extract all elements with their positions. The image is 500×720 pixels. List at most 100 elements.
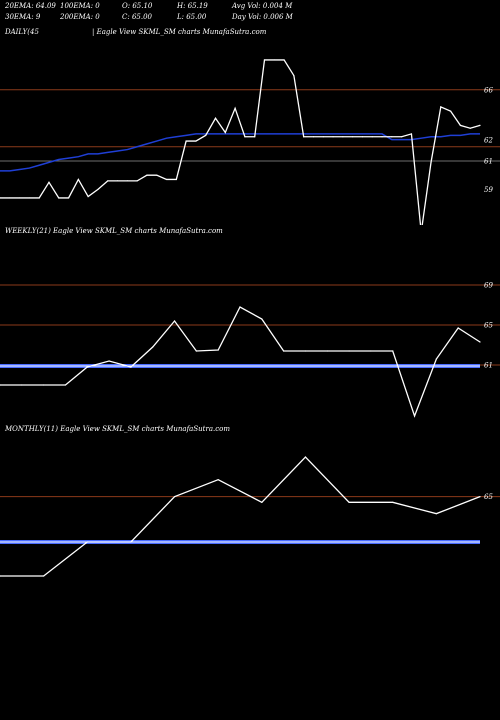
price-point: [116, 180, 119, 182]
price-point: [391, 136, 393, 138]
price-point: [86, 541, 88, 543]
price-point: [450, 110, 452, 112]
price-point: [136, 180, 138, 182]
price-point: [130, 541, 132, 543]
price-point: [370, 350, 372, 352]
y-tick-label: 62: [484, 137, 493, 145]
price-point: [67, 197, 70, 199]
price-point: [322, 136, 324, 138]
weekly-panel-label: WEEKLY(21) Eagle View SKML_SM charts Mun…: [5, 227, 223, 235]
price-series-line: [0, 456, 481, 577]
ema30-readout: 30EMA: 9: [5, 13, 41, 21]
price-point: [479, 496, 481, 498]
price-series-line: [0, 306, 481, 418]
price-point: [86, 366, 88, 368]
price-point: [173, 320, 176, 322]
price-point: [9, 197, 11, 199]
price-point: [214, 117, 217, 119]
daily-panel-label: DAILY(45: [5, 28, 39, 36]
price-point: [156, 174, 158, 176]
indicator-header: 20EMA: 64.09 100EMA: 0 O: 65.10 H: 65.19…: [0, 0, 500, 40]
avg-vol-readout: Avg Vol: 0.004 M: [232, 2, 293, 10]
price-point: [263, 59, 266, 61]
price-point: [283, 59, 285, 61]
price-point: [195, 140, 197, 142]
price-point: [348, 501, 350, 503]
price-point: [304, 350, 307, 352]
ema-series-line: [0, 133, 480, 172]
open-readout: O: 65.10: [122, 2, 153, 10]
ema100-readout: 100EMA: 0: [60, 2, 100, 10]
day-vol-readout: Day Vol: 0.006 M: [232, 13, 293, 21]
price-point: [326, 350, 328, 352]
price-point: [332, 136, 334, 138]
price-point: [381, 136, 383, 138]
price-point: [430, 161, 432, 163]
price-point: [224, 131, 226, 134]
price-point: [0, 575, 1, 577]
y-tick-label: 65: [484, 322, 493, 330]
ema200-readout: 200EMA: 0: [60, 13, 100, 21]
price-point: [479, 124, 481, 126]
price-point: [469, 127, 471, 129]
price-point: [43, 575, 45, 577]
price-point: [48, 181, 50, 183]
ema20-readout: 20EMA: 64.09: [5, 2, 56, 10]
price-point: [130, 366, 132, 368]
price-point: [303, 136, 305, 138]
price-series-line: [0, 59, 481, 225]
price-point: [410, 133, 413, 135]
price-point: [205, 134, 207, 136]
y-tick-label: 61: [484, 157, 493, 165]
price-point: [413, 415, 416, 417]
price-point: [440, 106, 442, 108]
price-point: [312, 136, 315, 138]
price-point: [152, 346, 154, 348]
price-point: [361, 136, 364, 138]
y-tick-label: 65: [484, 493, 493, 501]
price-point: [126, 180, 128, 182]
price-point: [195, 350, 197, 352]
price-point: [146, 174, 148, 176]
price-point: [261, 501, 263, 503]
price-point: [217, 349, 219, 351]
price-point: [217, 479, 219, 481]
price-point: [185, 140, 187, 142]
y-tick-label: 66: [484, 86, 493, 94]
price-point: [348, 350, 350, 352]
price-point: [38, 197, 40, 199]
price-point: [239, 306, 241, 308]
price-point: [479, 341, 481, 343]
price-point: [244, 136, 246, 138]
price-point: [392, 501, 394, 503]
price-point: [58, 197, 60, 199]
price-point: [64, 384, 67, 386]
price-point: [173, 496, 176, 498]
price-point: [273, 59, 275, 61]
price-point: [108, 360, 110, 362]
price-point: [28, 197, 30, 199]
price-point: [457, 327, 459, 329]
daily-chart: 66 62 61 59: [0, 59, 500, 225]
price-point: [0, 384, 1, 386]
price-point: [97, 188, 99, 191]
price-point: [107, 180, 109, 182]
price-point: [352, 136, 354, 138]
price-point: [261, 318, 263, 320]
daily-panel-title: | Eagle View SKML_SM charts MunafaSutra.…: [92, 28, 267, 36]
monthly-panel-label: MONTHLY(11) Eagle View SKML_SM charts Mu…: [5, 425, 230, 433]
price-point: [175, 178, 177, 181]
high-readout: H: 65.19: [177, 2, 208, 10]
price-point: [342, 136, 344, 138]
price-point: [234, 107, 236, 109]
price-point: [87, 195, 89, 198]
y-tick-label: 59: [484, 186, 493, 194]
price-point: [165, 178, 168, 181]
price-point: [0, 197, 1, 199]
price-point: [293, 74, 295, 77]
price-point: [392, 350, 394, 352]
price-point: [371, 136, 373, 138]
monthly-chart: 65: [0, 456, 500, 577]
price-point: [43, 384, 45, 386]
price-point: [254, 136, 256, 138]
